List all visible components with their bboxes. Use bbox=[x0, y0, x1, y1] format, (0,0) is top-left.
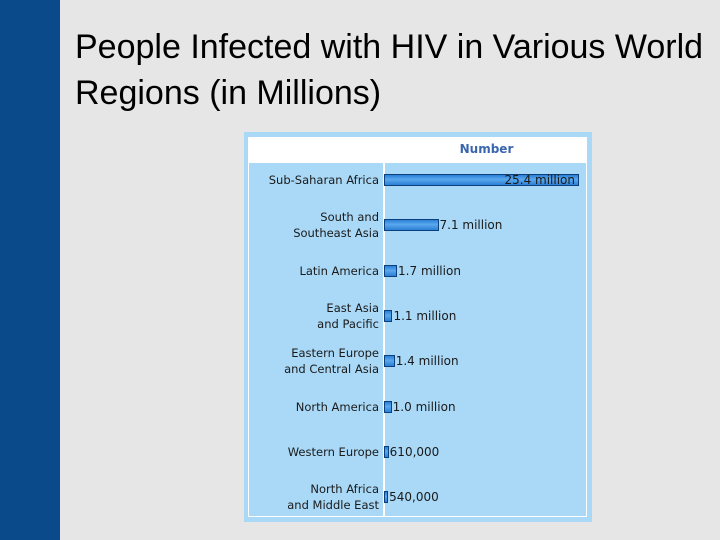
side-band bbox=[0, 0, 60, 540]
category-label: Latin America bbox=[299, 263, 379, 278]
slide-title: People Infected with HIV in Various Worl… bbox=[75, 28, 704, 112]
value-label: 25.4 million bbox=[504, 173, 575, 187]
bar bbox=[384, 445, 389, 458]
bar bbox=[384, 219, 439, 232]
category-label: East Asia and Pacific bbox=[317, 300, 379, 331]
chart-table: Number Sub-Saharan Africa 25.4 million Sou… bbox=[248, 137, 587, 517]
category-label: Western Europe bbox=[287, 444, 379, 459]
category-label: South and Southeast Asia bbox=[293, 210, 379, 241]
chart-panel: Number Sub-Saharan Africa 25.4 million Sou… bbox=[244, 132, 592, 522]
value-label: 1.1 million bbox=[393, 308, 457, 323]
bar bbox=[384, 400, 392, 413]
category-label: North Africa and Middle East bbox=[287, 482, 379, 513]
category-label: Sub-Saharan Africa bbox=[268, 173, 379, 187]
bar bbox=[384, 264, 398, 277]
category-label: North America bbox=[295, 399, 379, 414]
column-divider bbox=[383, 138, 385, 516]
header-row: Number bbox=[249, 138, 586, 163]
column-header: Number bbox=[459, 142, 514, 156]
value-label: 1.4 million bbox=[395, 354, 459, 369]
value-label: 1.0 million bbox=[392, 399, 456, 414]
value-label: 1.7 million bbox=[398, 263, 461, 278]
bar bbox=[384, 355, 395, 368]
bar bbox=[384, 491, 389, 504]
bar bbox=[384, 174, 579, 186]
category-label: Eastern Europe and Central Asia bbox=[284, 346, 379, 377]
value-label: 7.1 million bbox=[439, 218, 503, 233]
value-label: 540,000 bbox=[389, 490, 439, 505]
value-label: 610,000 bbox=[389, 444, 440, 459]
bar bbox=[384, 309, 393, 322]
